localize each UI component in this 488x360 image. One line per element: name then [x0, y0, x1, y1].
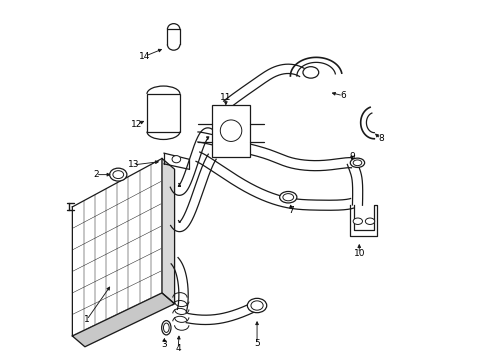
Ellipse shape [172, 156, 180, 163]
Text: 13: 13 [127, 161, 139, 170]
Text: 5: 5 [254, 339, 260, 348]
Polygon shape [72, 158, 162, 336]
Text: 11: 11 [220, 93, 231, 102]
Ellipse shape [365, 218, 374, 225]
Ellipse shape [352, 218, 362, 225]
Ellipse shape [352, 160, 361, 166]
Ellipse shape [250, 301, 263, 310]
Ellipse shape [220, 120, 241, 141]
Text: 7: 7 [287, 206, 293, 215]
Text: 14: 14 [139, 52, 150, 61]
Text: 9: 9 [348, 152, 354, 161]
Text: 10: 10 [353, 249, 364, 258]
Ellipse shape [279, 192, 296, 203]
Bar [212, 105, 249, 157]
Polygon shape [162, 158, 174, 304]
Text: 8: 8 [377, 134, 383, 143]
Ellipse shape [162, 320, 171, 335]
Text: 4: 4 [175, 344, 181, 353]
Bar [147, 94, 180, 132]
Ellipse shape [109, 168, 126, 181]
Ellipse shape [349, 158, 364, 167]
Text: 12: 12 [131, 120, 142, 129]
Polygon shape [72, 293, 174, 347]
Text: 3: 3 [161, 340, 166, 349]
Ellipse shape [163, 323, 169, 332]
Text: 2: 2 [93, 170, 98, 179]
Ellipse shape [303, 67, 318, 78]
Ellipse shape [247, 298, 266, 313]
Text: 1: 1 [83, 315, 89, 324]
Ellipse shape [282, 194, 293, 201]
Text: 6: 6 [340, 91, 346, 100]
Ellipse shape [113, 171, 123, 179]
